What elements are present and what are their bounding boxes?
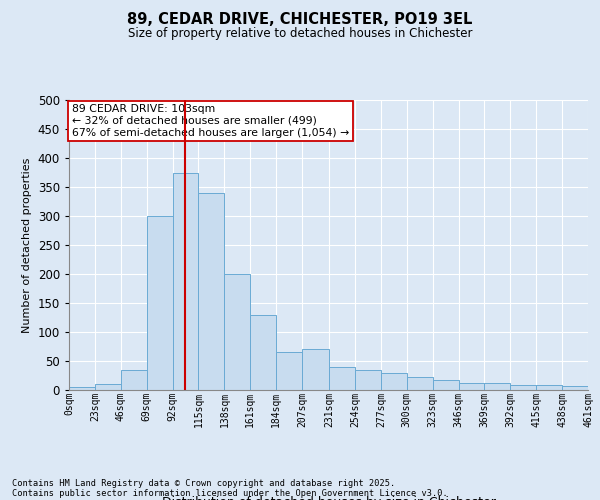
Bar bbox=[562, 386, 588, 390]
Text: Size of property relative to detached houses in Chichester: Size of property relative to detached ho… bbox=[128, 28, 472, 40]
Bar bbox=[407, 377, 433, 390]
Bar bbox=[458, 383, 484, 390]
Bar bbox=[484, 383, 511, 390]
Bar bbox=[121, 370, 146, 390]
Bar bbox=[536, 386, 562, 390]
Text: Contains HM Land Registry data © Crown copyright and database right 2025.: Contains HM Land Registry data © Crown c… bbox=[12, 478, 395, 488]
Bar bbox=[199, 193, 224, 390]
Bar bbox=[95, 384, 121, 390]
Bar bbox=[224, 274, 250, 390]
Bar bbox=[329, 367, 355, 390]
Bar bbox=[381, 372, 407, 390]
Bar bbox=[511, 386, 536, 390]
Y-axis label: Number of detached properties: Number of detached properties bbox=[22, 158, 32, 332]
Bar bbox=[173, 172, 199, 390]
Text: 89 CEDAR DRIVE: 103sqm
← 32% of detached houses are smaller (499)
67% of semi-de: 89 CEDAR DRIVE: 103sqm ← 32% of detached… bbox=[71, 104, 349, 138]
Bar bbox=[276, 352, 302, 390]
Bar bbox=[302, 350, 329, 390]
X-axis label: Distribution of detached houses by size in Chichester: Distribution of detached houses by size … bbox=[161, 496, 496, 500]
Bar bbox=[146, 216, 173, 390]
Bar bbox=[355, 370, 381, 390]
Text: Contains public sector information licensed under the Open Government Licence v3: Contains public sector information licen… bbox=[12, 488, 448, 498]
Bar bbox=[69, 387, 95, 390]
Bar bbox=[433, 380, 458, 390]
Bar bbox=[250, 314, 276, 390]
Text: 89, CEDAR DRIVE, CHICHESTER, PO19 3EL: 89, CEDAR DRIVE, CHICHESTER, PO19 3EL bbox=[127, 12, 473, 28]
